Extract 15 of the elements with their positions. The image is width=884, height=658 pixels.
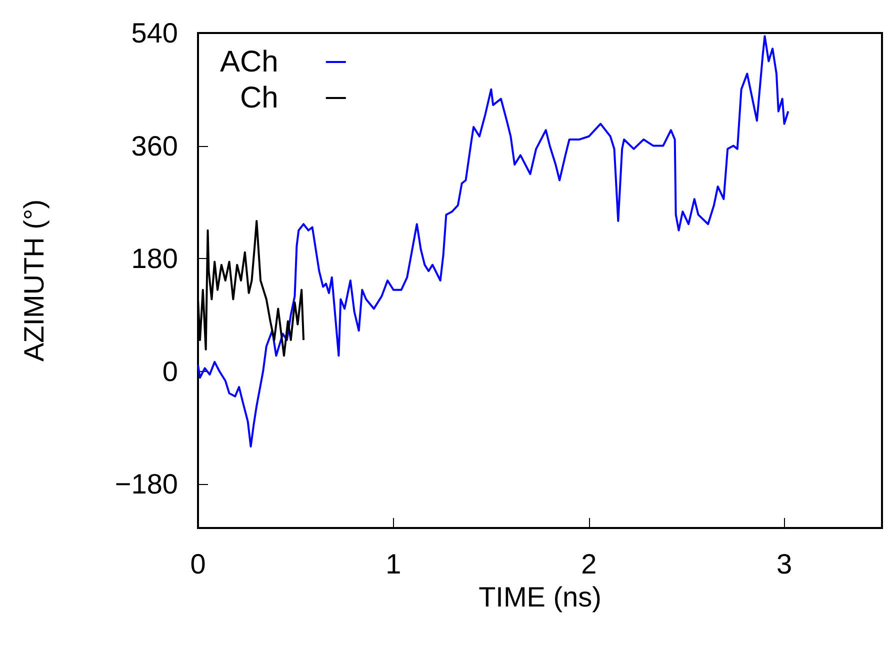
- x-tick-label: 3: [776, 548, 792, 580]
- legend-label: Ch: [240, 82, 278, 114]
- y-axis-title: AZIMUTH (°): [18, 199, 50, 362]
- y-tick-label: 180: [131, 243, 178, 274]
- y-tick-label: 360: [131, 130, 178, 162]
- legend-label: ACh: [220, 46, 278, 78]
- y-tick-label: 0: [162, 356, 178, 387]
- line-series: [197, 220, 305, 357]
- x-tick-label: 0: [190, 548, 206, 580]
- x-tick-label: 1: [386, 548, 402, 580]
- y-tick-label: −180: [114, 468, 178, 500]
- x-tick-label: 2: [581, 548, 597, 580]
- y-tick-label: 540: [131, 18, 178, 48]
- line-series: [197, 35, 790, 448]
- x-axis-title: TIME (ns): [478, 582, 602, 612]
